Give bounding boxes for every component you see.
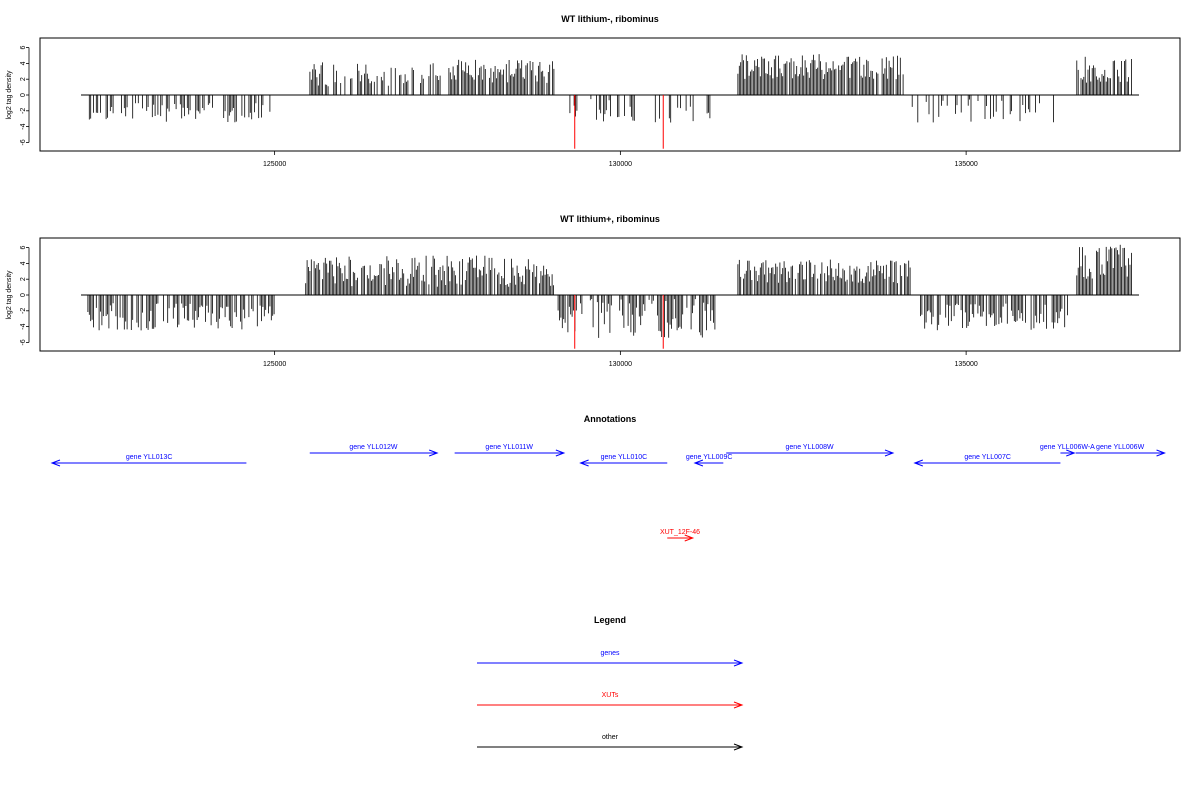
y-tick-label: 4 xyxy=(20,61,27,65)
y-tick-label: 2 xyxy=(20,277,27,281)
legend-items: genes XUTs other xyxy=(477,650,744,751)
y-axis-label: log2 tag density xyxy=(6,270,13,320)
annotation-features: gene YLL013C gene YLL012W gene YLL011W gene… xyxy=(50,444,1166,542)
feature-label: gene YLL011W xyxy=(485,444,533,451)
arrow-head xyxy=(50,459,61,467)
gene-feature: gene YLL013C xyxy=(50,454,247,467)
panel-title: WT lithium-, ribominus xyxy=(561,14,659,24)
gene-feature: gene YLL009C xyxy=(686,454,733,467)
feature-label: gene YLL013C xyxy=(126,454,173,461)
y-tick-label: -2 xyxy=(20,108,27,114)
track-panel-lithium-minus: WT lithium-, ribominus log2 tag density … xyxy=(6,14,1181,168)
y-tick-label: 6 xyxy=(20,46,27,50)
arrow-head xyxy=(1156,449,1166,457)
y-tick-label: -6 xyxy=(20,339,27,345)
y-tick-label: -4 xyxy=(20,323,27,329)
gene-feature: gene YLL010C xyxy=(579,454,668,467)
feature-label: XUT_12F-46 xyxy=(660,529,700,536)
y-tick-label: 0 xyxy=(20,93,27,97)
track-panel-lithium-plus: WT lithium+, ribominus log2 tag density … xyxy=(6,214,1181,368)
legend: Legend genes XUTs other xyxy=(477,615,744,751)
bar-group xyxy=(81,244,1139,349)
gene-feature: gene YLL011W xyxy=(454,444,566,457)
legend-item: XUTs xyxy=(477,692,744,709)
gene-feature: gene YLL006W xyxy=(1075,444,1166,457)
feature-label: gene YLL009C xyxy=(686,454,733,461)
arrow-head xyxy=(555,449,566,457)
gene-feature: gene YLL012W xyxy=(309,444,439,457)
x-axis: 125000 130000 135000 xyxy=(263,151,978,168)
y-tick-label: 0 xyxy=(20,293,27,297)
arrow-head xyxy=(913,459,923,467)
x-tick-label: 135000 xyxy=(954,161,977,168)
annotations-title: Annotations xyxy=(584,414,637,424)
gene-feature: gene YLL007C xyxy=(913,454,1061,467)
feature-label: gene YLL007C xyxy=(964,454,1011,461)
xut-feature: XUT_12F-46 xyxy=(660,529,700,542)
x-axis: 125000 130000 135000 xyxy=(263,351,978,368)
arrow-head xyxy=(1066,449,1076,457)
feature-label: gene YLL012W xyxy=(349,444,398,451)
arrow-head xyxy=(733,701,744,709)
plot-frame xyxy=(39,237,1181,352)
x-tick-label: 135000 xyxy=(954,361,977,368)
x-tick-label: 130000 xyxy=(609,161,632,168)
bar-group xyxy=(81,54,1139,149)
feature-label: gene YLL006W xyxy=(1096,444,1145,451)
legend-label: other xyxy=(602,734,619,741)
panel-title: WT lithium+, ribominus xyxy=(560,214,660,224)
y-tick-label: -4 xyxy=(20,123,27,129)
arrow-head xyxy=(733,743,744,751)
legend-label: XUTs xyxy=(602,692,619,699)
y-tick-label: -6 xyxy=(20,139,27,145)
arrow-head xyxy=(884,449,895,457)
legend-title: Legend xyxy=(594,615,626,625)
x-tick-label: 130000 xyxy=(609,361,632,368)
legend-item: other xyxy=(477,734,744,751)
y-tick-label: 2 xyxy=(20,77,27,81)
y-tick-label: 4 xyxy=(20,261,27,265)
y-axis: -6 -4 -2 0 2 4 6 xyxy=(20,46,30,146)
arrow-head xyxy=(733,659,744,667)
x-tick-label: 125000 xyxy=(263,161,286,168)
y-axis: -6 -4 -2 0 2 4 6 xyxy=(20,246,30,346)
feature-label: gene YLL006W-A xyxy=(1040,444,1095,451)
feature-label: gene YLL008W xyxy=(786,444,835,451)
legend-item: genes xyxy=(477,650,744,667)
gene-feature: gene YLL006W-A xyxy=(1040,444,1095,457)
arrow-head xyxy=(428,449,439,457)
y-tick-label: 6 xyxy=(20,246,27,250)
y-axis-label: log2 tag density xyxy=(6,70,13,120)
legend-label: genes xyxy=(600,650,620,657)
arrow-head xyxy=(579,459,589,467)
gene-feature: gene YLL008W xyxy=(726,444,895,457)
arrow-head xyxy=(684,534,695,542)
plot-frame xyxy=(39,37,1181,152)
x-tick-label: 125000 xyxy=(263,361,286,368)
y-tick-label: -2 xyxy=(20,308,27,314)
feature-label: gene YLL010C xyxy=(601,454,648,461)
arrow-head xyxy=(693,459,704,467)
